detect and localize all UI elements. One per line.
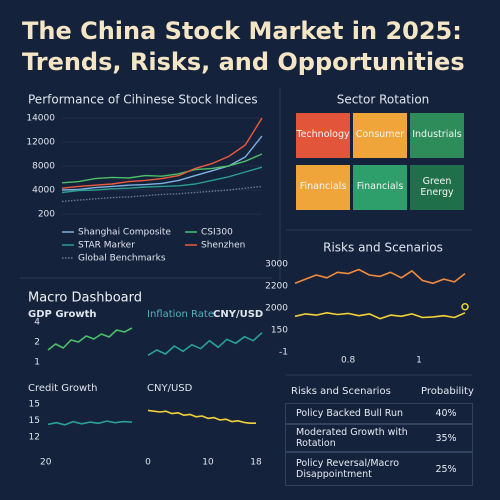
legend-label: CSI300 bbox=[201, 228, 233, 238]
y-tick-label: 2 bbox=[34, 338, 40, 348]
legend-label: Shanghai Composite bbox=[78, 228, 171, 238]
row-label: Moderated Growth with Rotation bbox=[296, 427, 408, 449]
row-value: 35% bbox=[435, 432, 457, 444]
series-line bbox=[47, 420, 133, 426]
x-tick-label: 1 bbox=[416, 356, 422, 366]
legend-label: Shenzhen bbox=[201, 241, 245, 251]
row-label: Policy Backed Bull Run bbox=[296, 408, 404, 419]
x-tick-label: 18 bbox=[250, 458, 262, 468]
section-title: Sector Rotation bbox=[337, 93, 430, 107]
y-tick-label: 1 bbox=[34, 358, 40, 368]
section-title: Macro Dashboard bbox=[28, 291, 142, 306]
title-line: The China Stock Market in 2025: bbox=[22, 17, 462, 45]
x-tick-label: 0 bbox=[145, 458, 151, 468]
sector-cell: Green Energy bbox=[410, 165, 464, 210]
legend-label: Global Benchmarks bbox=[78, 254, 166, 264]
row-value: 40% bbox=[435, 408, 457, 419]
y-tick-label: 4 bbox=[34, 318, 40, 328]
row-value: 25% bbox=[435, 463, 457, 475]
series-line bbox=[294, 268, 466, 285]
sector-cell: Financials bbox=[296, 165, 350, 210]
series-line bbox=[47, 327, 133, 351]
series-line bbox=[147, 332, 263, 356]
series-line bbox=[61, 166, 263, 194]
chart-subtitle: CNY/USD bbox=[213, 309, 263, 320]
series-line bbox=[61, 185, 263, 203]
y-tick-label: 14000 bbox=[26, 114, 55, 124]
x-tick-label: 10 bbox=[202, 458, 214, 468]
series-line bbox=[61, 153, 263, 184]
chart-title: GDP Growth bbox=[28, 309, 96, 320]
legend-label: STAR Marker bbox=[78, 241, 135, 251]
y-tick-label: 150 bbox=[271, 326, 288, 336]
title-line: Trends, Risks, and Opportunities bbox=[22, 48, 465, 76]
series-line bbox=[61, 117, 263, 189]
chart-title: Inflation Rate bbox=[147, 309, 214, 320]
header-cell: Probability bbox=[421, 385, 474, 397]
x-tick-label: 20 bbox=[40, 458, 52, 468]
y-tick-label: 8000 bbox=[32, 162, 55, 172]
chart-title: CNY/USD bbox=[147, 383, 193, 394]
sector-cell: Technology bbox=[296, 113, 350, 158]
table-row: Policy Backed Bull Run 40% bbox=[285, 403, 473, 424]
row-label: Policy Reversal/Macro Disappointment bbox=[296, 458, 400, 480]
y-tick-label: -1 bbox=[279, 348, 288, 358]
series-line bbox=[147, 409, 256, 425]
chart-title: Risks and Scenarios bbox=[323, 241, 443, 255]
series-line bbox=[61, 135, 263, 191]
header-cell: Risks and Scenarios bbox=[291, 385, 391, 397]
chart-title: Performance of Cihinese Stock Indices bbox=[28, 93, 258, 107]
y-tick-label: 15 bbox=[29, 400, 40, 410]
y-tick-label: 2200 bbox=[265, 282, 288, 292]
table-row: Moderated Growth with Rotation 35% bbox=[285, 424, 473, 452]
end-marker bbox=[461, 303, 469, 311]
y-tick-label: 15 bbox=[29, 416, 40, 426]
y-tick-label: 200 bbox=[38, 210, 55, 220]
y-tick-label: 4000 bbox=[32, 186, 55, 196]
sector-cell: Financials bbox=[353, 165, 407, 210]
sector-cell: Consumer bbox=[353, 113, 407, 158]
y-tick-label: 12000 bbox=[26, 138, 55, 148]
table-row: Policy Reversal/Macro Disappointment 25% bbox=[285, 452, 473, 486]
table-header: Risks and Scenarios Probability bbox=[285, 380, 474, 402]
y-tick-label: 2000 bbox=[265, 304, 288, 314]
sector-cell: Industrials bbox=[410, 113, 464, 158]
chart-title: Credit Growth bbox=[28, 383, 97, 394]
series-line bbox=[294, 311, 466, 320]
y-tick-label: 3000 bbox=[265, 260, 288, 270]
x-tick-label: 0.8 bbox=[341, 356, 356, 366]
y-tick-label: 12 bbox=[29, 433, 40, 443]
